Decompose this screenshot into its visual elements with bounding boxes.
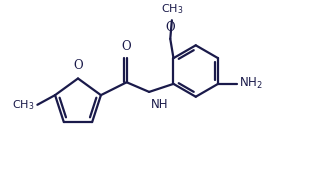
Text: O: O (122, 40, 131, 53)
Text: O: O (73, 59, 83, 72)
Text: CH$_3$: CH$_3$ (161, 3, 183, 16)
Text: CH$_3$: CH$_3$ (12, 98, 34, 112)
Text: O: O (165, 21, 175, 34)
Text: NH$_2$: NH$_2$ (239, 76, 263, 91)
Text: NH: NH (151, 98, 168, 111)
